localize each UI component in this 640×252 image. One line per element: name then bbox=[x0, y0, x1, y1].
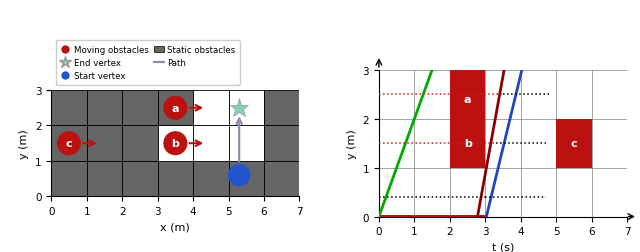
Bar bbox=[228, 91, 264, 126]
Bar bbox=[450, 71, 485, 168]
Bar bbox=[556, 119, 592, 168]
Y-axis label: y (m): y (m) bbox=[19, 129, 29, 159]
Bar bbox=[122, 161, 157, 197]
Circle shape bbox=[164, 97, 187, 120]
Bar bbox=[86, 126, 122, 161]
Circle shape bbox=[228, 165, 250, 186]
Legend: Moving obstacles, End vertex, Start vertex, Static obstacles, Path: Moving obstacles, End vertex, Start vert… bbox=[56, 41, 240, 85]
Circle shape bbox=[164, 132, 187, 155]
Bar bbox=[157, 161, 193, 197]
Bar bbox=[157, 91, 193, 126]
Bar bbox=[264, 161, 300, 197]
Bar bbox=[193, 126, 228, 161]
Y-axis label: y (m): y (m) bbox=[347, 129, 357, 159]
Bar bbox=[193, 91, 228, 126]
Bar bbox=[379, 215, 485, 217]
Text: c: c bbox=[66, 139, 72, 149]
Text: a: a bbox=[172, 103, 179, 113]
Text: b: b bbox=[463, 139, 472, 149]
X-axis label: x (m): x (m) bbox=[161, 222, 190, 232]
Text: c: c bbox=[571, 139, 577, 149]
Bar bbox=[122, 126, 157, 161]
Bar bbox=[86, 91, 122, 126]
Bar bbox=[51, 91, 86, 126]
Text: a: a bbox=[464, 95, 471, 105]
Bar bbox=[228, 161, 264, 197]
Bar bbox=[86, 161, 122, 197]
Bar bbox=[51, 126, 86, 161]
Bar bbox=[264, 126, 300, 161]
Bar bbox=[228, 126, 264, 161]
Bar bbox=[157, 126, 193, 161]
Circle shape bbox=[58, 132, 80, 155]
Text: b: b bbox=[172, 139, 179, 149]
Bar bbox=[51, 161, 86, 197]
Bar bbox=[264, 91, 300, 126]
Bar bbox=[193, 161, 228, 197]
Bar bbox=[122, 91, 157, 126]
X-axis label: t (s): t (s) bbox=[492, 242, 515, 252]
